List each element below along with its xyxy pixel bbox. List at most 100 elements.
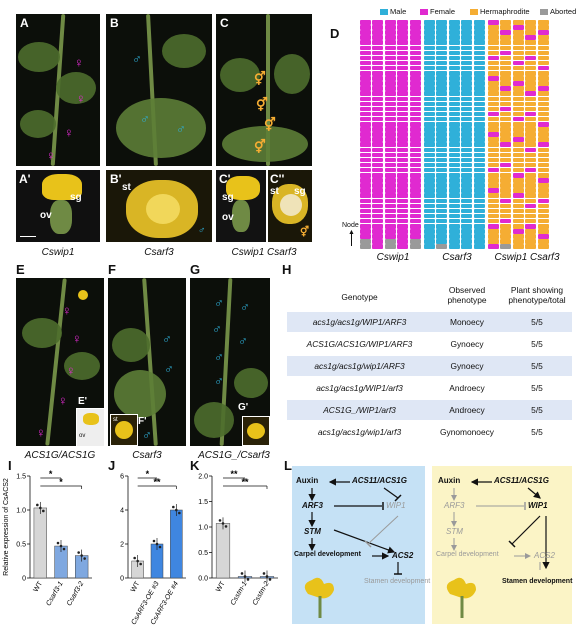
node-cell [424, 167, 435, 173]
node-cell [537, 55, 549, 61]
node-cell [372, 45, 384, 51]
node-cell [384, 65, 396, 71]
node-cell [397, 152, 409, 158]
node-cell [384, 188, 396, 193]
table-row: acs1g/acs1g/wip1/ARF3 Gynoecy 5/5 [287, 356, 572, 376]
diagram-right-arrows [446, 478, 550, 618]
node-cell [397, 157, 409, 163]
node-cell [397, 65, 409, 71]
node-cell [500, 111, 512, 117]
node-cell [488, 40, 499, 45]
node-cell [500, 244, 512, 249]
data-point [240, 572, 244, 575]
node-cell [473, 203, 485, 209]
carpel-node: Carpel development [436, 551, 499, 558]
node-cell [512, 30, 524, 35]
node-cell [360, 45, 371, 51]
node-cell [409, 30, 421, 35]
node-cell [448, 167, 460, 173]
node-cell [397, 173, 409, 178]
node-cell [448, 71, 460, 76]
node-cell [424, 116, 435, 122]
node-cell [461, 60, 473, 66]
acs2-node: ACS2 [392, 551, 414, 560]
node-cell [372, 116, 384, 122]
node-cell [397, 193, 409, 198]
node-cell [525, 178, 537, 183]
node-cell [424, 35, 435, 40]
panel-f-photo: ♂ ♂ ♂ st F' [108, 278, 186, 446]
herm-symbol: ⚥ [300, 227, 310, 238]
node-cell [360, 229, 371, 234]
node-cell [372, 127, 384, 132]
node-cell [397, 111, 409, 117]
sg-label: sg [222, 192, 234, 203]
node-cell [409, 76, 421, 81]
node-cell [424, 55, 435, 61]
node-cell [461, 86, 473, 91]
node-cell [461, 122, 473, 127]
node-cell [436, 35, 448, 40]
node-cell [512, 188, 524, 193]
node-cell [473, 50, 485, 56]
node-cell [436, 65, 448, 71]
node-cell [384, 224, 396, 229]
node-cell [525, 35, 537, 40]
node-cell [436, 218, 448, 224]
node-cell [397, 188, 409, 193]
node-cell [525, 96, 537, 102]
node-cell [473, 234, 485, 239]
node-cell [372, 193, 384, 198]
node-cell [409, 111, 421, 117]
node-cell [448, 137, 460, 142]
node-cell [424, 60, 435, 66]
x-tick-label: Csstm-1 [230, 580, 249, 606]
panel-k-label: K [190, 458, 200, 473]
node-cell [473, 137, 485, 142]
node-cell [537, 213, 549, 219]
panel-g-inset [242, 416, 270, 446]
cell-genotype: acs1g/acs1g/wip1/arf3 [317, 427, 402, 437]
cell-genotype: ACS1G/ACS1G/WIP1/ARF3 [306, 339, 413, 349]
node-label: Node [342, 222, 359, 229]
node-cell [409, 86, 421, 91]
node-cell [384, 40, 396, 45]
node-cell [488, 147, 499, 153]
female-symbol: ♀ [62, 303, 72, 318]
node-cell [488, 55, 499, 61]
node-cell [500, 208, 512, 214]
caption-a: Cswip1 [41, 247, 75, 258]
node-cell [488, 157, 499, 163]
node-cell [397, 224, 409, 229]
node-cell [525, 183, 537, 188]
node-cell [525, 213, 537, 219]
node-cell [537, 71, 549, 76]
data-point [158, 545, 162, 549]
node-cell [461, 244, 473, 249]
node-cell [436, 127, 448, 132]
node-cell [360, 127, 371, 132]
node-cell [360, 25, 371, 30]
node-cell [384, 96, 396, 102]
node-cell [360, 76, 371, 81]
node-cell [473, 60, 485, 66]
node-cell [525, 127, 537, 132]
node-cell [424, 96, 435, 102]
sg-label: sg [70, 192, 82, 203]
node-cell [448, 76, 460, 81]
node-cell [500, 167, 512, 173]
node-cell [488, 198, 499, 204]
node-cell [424, 188, 435, 193]
node-cell [512, 203, 524, 209]
node-cell [372, 71, 384, 76]
node-cell [500, 157, 512, 163]
panel-l-label: L [284, 458, 292, 473]
node-cell [525, 173, 537, 178]
header-count: Plant showing phenotype/total [508, 285, 566, 305]
node-cell [436, 224, 448, 229]
node-cell [448, 45, 460, 51]
node-cell [525, 86, 537, 91]
node-cell [384, 157, 396, 163]
node-cell [512, 101, 524, 107]
node-cell [409, 234, 421, 239]
